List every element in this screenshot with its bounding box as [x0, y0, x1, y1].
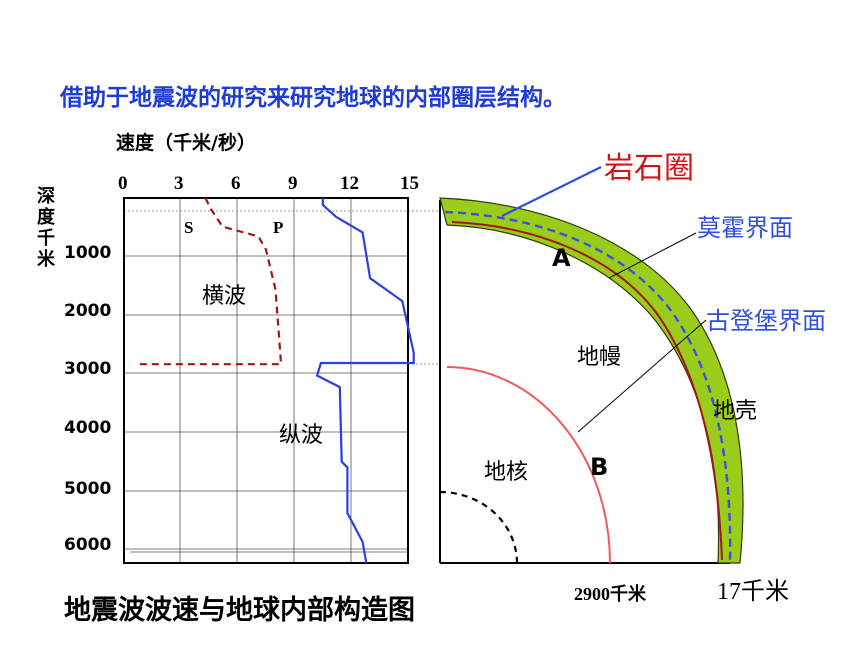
depth-17-label: 17千米 [717, 579, 789, 605]
chart-frame [123, 197, 409, 564]
y-tick-1000: 1000 [64, 243, 112, 263]
crust-label: 地壳 [713, 399, 758, 424]
y-axis-label: 深度千米 [37, 186, 55, 270]
p-wave-label: 纵波 [279, 423, 324, 448]
chart-grid [123, 198, 408, 563]
point-b-label: B [590, 453, 609, 481]
y-tick-2000: 2000 [64, 301, 112, 321]
x-tick-9: 9 [288, 173, 298, 194]
p-marker: P [273, 218, 284, 237]
p-wave-line [315, 198, 415, 564]
core-label: 地核 [484, 460, 529, 485]
gutenberg-label: 古登堡界面 [706, 307, 826, 335]
point-a-label: A [552, 244, 571, 272]
y-tick-4000: 4000 [64, 418, 112, 438]
x-tick-15: 15 [400, 173, 419, 194]
x-axis-label: 速度（千米/秒） [116, 132, 256, 154]
x-tick-12: 12 [340, 173, 359, 194]
s-wave-line [139, 197, 283, 366]
y-tick-3000: 3000 [64, 359, 112, 379]
mantle-label: 地幔 [577, 345, 622, 370]
x-tick-3: 3 [174, 173, 184, 194]
moho-leader [608, 232, 697, 279]
gutenberg-boundary [446, 366, 611, 564]
lithosphere-label: 岩石圈 [604, 151, 694, 186]
y-tick-6000: 6000 [64, 535, 112, 555]
depth-2900-label: 2900千米 [574, 584, 646, 604]
moho-outline [451, 221, 723, 561]
crust-band [439, 197, 744, 564]
x-tick-6: 6 [231, 173, 241, 194]
inner-core-boundary [439, 490, 519, 564]
x-tick-0: 0 [118, 173, 128, 194]
s-wave-label: 横波 [202, 284, 247, 309]
figure-title: 地震波波速与地球内部构造图 [64, 595, 415, 626]
lithosphere-leader [501, 166, 602, 217]
gutenberg-leader [577, 319, 707, 433]
moho-label: 莫霍界面 [697, 214, 793, 242]
headline: 借助于地震波的研究来研究地球的内部圈层结构。 [60, 85, 566, 111]
s-marker: S [184, 218, 194, 237]
y-tick-5000: 5000 [64, 479, 112, 499]
